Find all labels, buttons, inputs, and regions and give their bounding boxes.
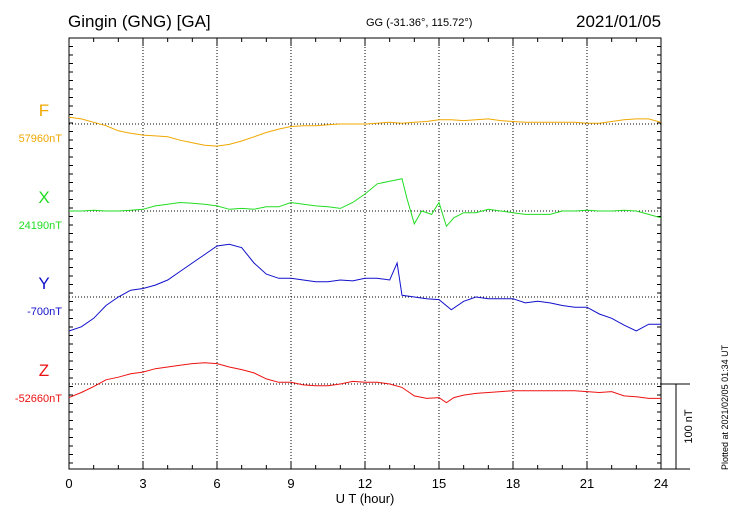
station-title: Gingin (GNG) [GA] — [68, 12, 211, 31]
series-name-x: X — [38, 188, 49, 207]
series-line-y — [68, 243, 661, 332]
x-axis-label: U T (hour) — [336, 491, 395, 506]
chart-date: 2021/01/05 — [576, 12, 662, 31]
scale-bar: 100 nT — [661, 383, 695, 470]
baseline-label-x: 24190nT — [19, 220, 63, 232]
x-tick-label: 21 — [580, 476, 594, 491]
grid-lines — [69, 38, 661, 469]
x-tick-label: 9 — [287, 476, 294, 491]
scale-bar-label: 100 nT — [683, 409, 695, 444]
x-tick-label: 12 — [358, 476, 372, 491]
x-tick-label: 3 — [139, 476, 146, 491]
baseline-label-z: -52660nT — [15, 393, 62, 405]
series-labels: F 57960nT X 24190nT Y -700nT Z -52660nT — [15, 101, 62, 405]
x-tick-label: 0 — [65, 476, 72, 491]
series-name-y: Y — [38, 274, 49, 293]
series-line-z — [68, 362, 661, 404]
x-tick-label: 24 — [654, 476, 668, 491]
x-tick-label: 18 — [506, 476, 520, 491]
series-name-z: Z — [39, 361, 49, 380]
station-coordinates: GG (-31.36°, 115.72°) — [366, 17, 473, 29]
series-layer — [68, 116, 662, 404]
series-line-x — [69, 178, 662, 228]
series-name-f: F — [39, 101, 49, 120]
x-tick-label: 6 — [213, 476, 220, 491]
axes: 0 3 6 9 12 15 18 21 24 U T (hour) — [65, 37, 668, 506]
baseline-label-y: -700nT — [27, 306, 62, 318]
baseline-label-f: 57960nT — [19, 133, 63, 145]
series-line-f — [68, 116, 662, 147]
x-tick-label: 15 — [432, 476, 446, 491]
